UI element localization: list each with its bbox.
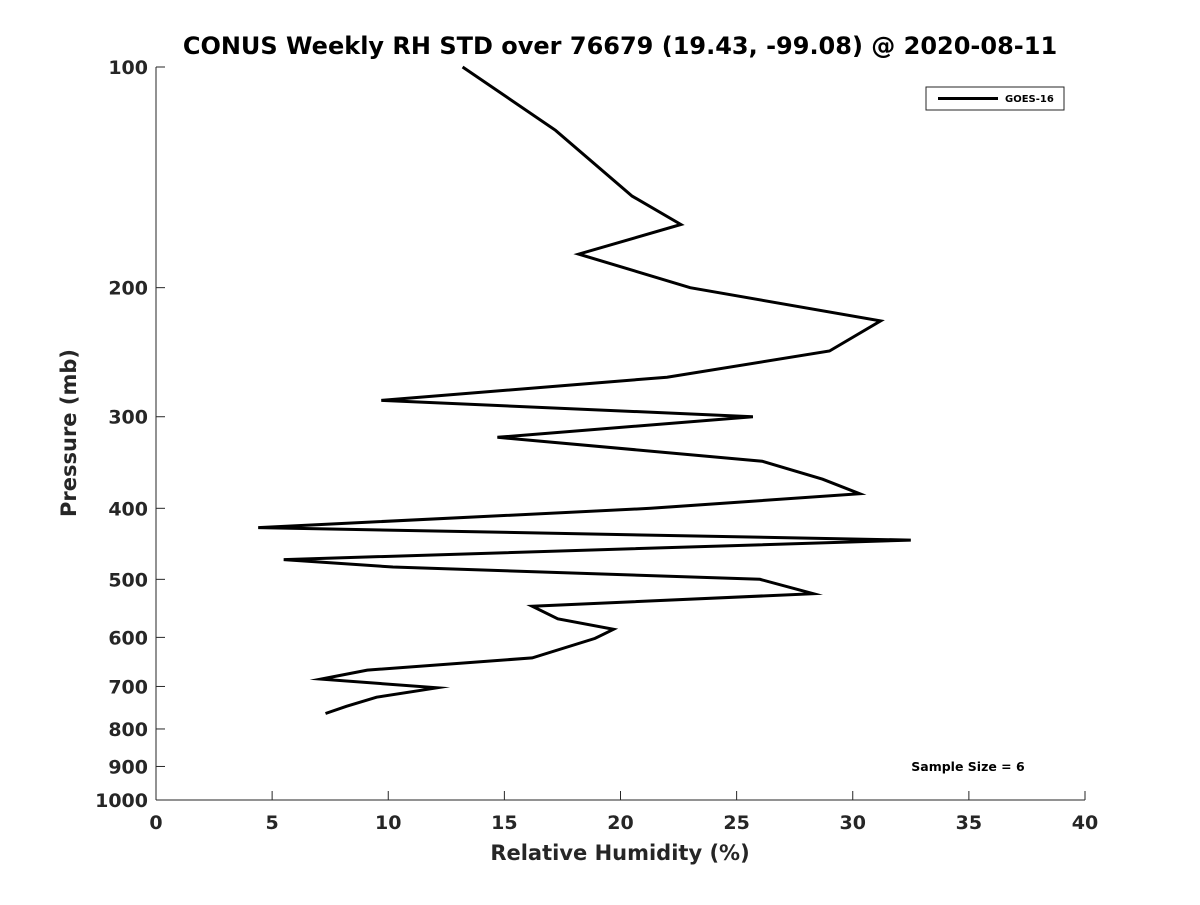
y-tick-label: 600 bbox=[108, 627, 148, 649]
legend-label-goes-16: GOES-16 bbox=[1005, 94, 1054, 105]
series-group bbox=[258, 65, 911, 715]
y-tick-label: 800 bbox=[108, 719, 148, 741]
legend: GOES-16 bbox=[925, 86, 1065, 111]
x-tick-label: 20 bbox=[607, 812, 633, 834]
y-tick-label: 900 bbox=[108, 756, 148, 778]
chart-title: CONUS Weekly RH STD over 76679 (19.43, -… bbox=[183, 32, 1057, 60]
y-tick-label: 500 bbox=[108, 569, 148, 591]
y-tick-label: 400 bbox=[108, 498, 148, 520]
x-tick-label: 35 bbox=[956, 812, 982, 834]
x-tick-label: 25 bbox=[723, 812, 749, 834]
series-line-goes-16 bbox=[258, 65, 911, 715]
y-axis-label: Pressure (mb) bbox=[57, 349, 81, 517]
x-tick-label: 30 bbox=[840, 812, 866, 834]
axes: 0 5 10 15 20 25 30 35 40 100 200 300 400 500 600 700 800… bbox=[95, 57, 1098, 834]
x-tick-label: 5 bbox=[266, 812, 279, 834]
x-tick-label: 15 bbox=[491, 812, 517, 834]
y-tick-label: 1000 bbox=[95, 790, 148, 812]
y-tick-label: 300 bbox=[108, 407, 148, 429]
x-axis-label: Relative Humidity (%) bbox=[490, 841, 749, 865]
x-tick-label: 40 bbox=[1072, 812, 1098, 834]
x-tick-label: 10 bbox=[375, 812, 401, 834]
y-tick-label: 200 bbox=[108, 278, 148, 300]
sample-size-annotation: Sample Size = 6 bbox=[911, 759, 1025, 774]
x-tick-label: 0 bbox=[149, 812, 162, 834]
y-tick-label: 700 bbox=[108, 676, 148, 698]
y-tick-label: 100 bbox=[108, 57, 148, 79]
